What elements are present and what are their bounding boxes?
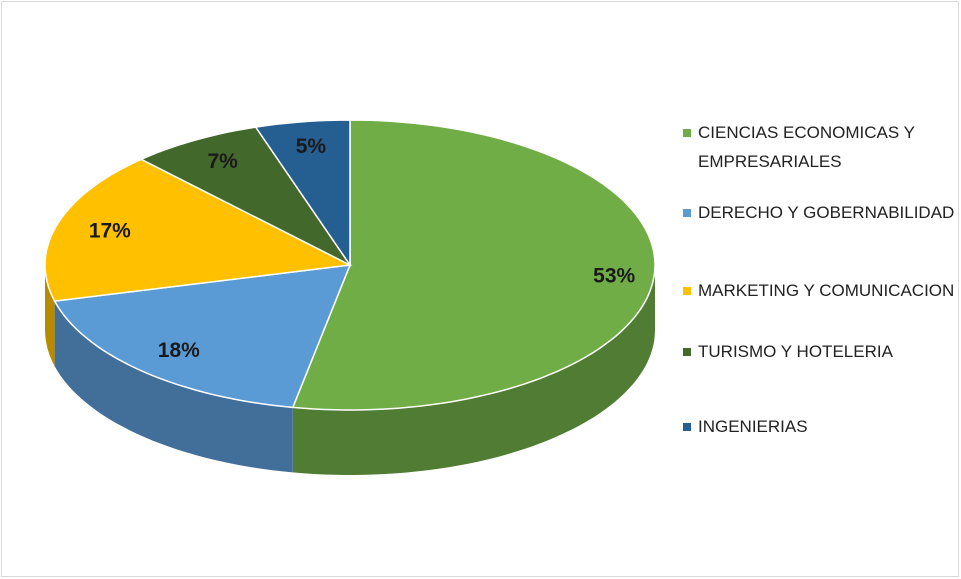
legend-label: MARKETING Y COMUNICACION: [698, 281, 955, 300]
data-label: 18%: [158, 339, 200, 362]
legend-label: CIENCIAS ECONOMICAS Y EMPRESARIALES: [698, 123, 915, 171]
legend-item: TURISMO Y HOTELERIA: [683, 337, 958, 366]
slice-side: [54, 301, 293, 473]
legend-swatch: [683, 287, 691, 295]
slice: [44, 158, 353, 302]
slice: [139, 126, 351, 266]
legend-item: INGENIERIAS: [683, 412, 958, 441]
legend-item: MARKETING Y COMUNICACION: [683, 276, 958, 305]
legend-label: TURISMO Y HOTELERIA: [698, 342, 893, 361]
legend-label: INGENIERIAS: [698, 417, 808, 436]
slice: [254, 119, 351, 268]
slice-side: [45, 265, 55, 367]
legend-swatch: [683, 348, 691, 356]
slice: [291, 119, 656, 411]
legend-item: CIENCIAS ECONOMICAS Y EMPRESARIALES: [683, 118, 958, 176]
data-label: 53%: [593, 264, 635, 287]
slice-side: [292, 265, 655, 475]
legend-label: DERECHO Y GOBERNABILIDAD: [698, 203, 955, 222]
slice: [53, 264, 352, 409]
legend-swatch: [683, 129, 691, 137]
data-label: 7%: [208, 150, 239, 173]
data-label: 17%: [89, 219, 131, 242]
legend-swatch: [683, 209, 691, 217]
legend-item: DERECHO Y GOBERNABILIDAD: [683, 198, 958, 227]
data-label: 5%: [296, 135, 327, 158]
legend-swatch: [683, 423, 691, 431]
